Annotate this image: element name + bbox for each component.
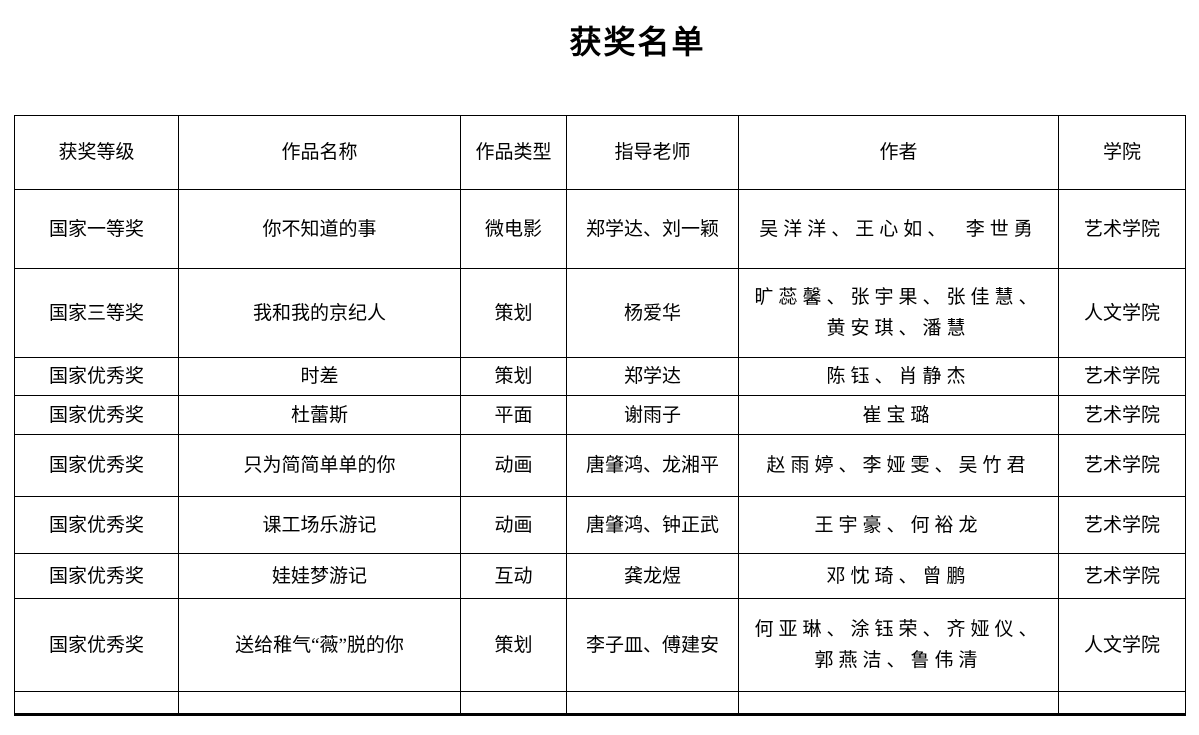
awards-table: 获奖等级 作品名称 作品类型 指导老师 作者 学院 国家一等奖 你不知道的事 微… — [14, 115, 1186, 716]
table-row-empty — [14, 691, 1186, 715]
cell-work-title: 我和我的京纪人 — [178, 268, 461, 358]
cell-work-title: 时差 — [178, 357, 461, 396]
header-award-level: 获奖等级 — [14, 115, 179, 190]
cell-authors: 王宇豪、何裕龙 — [738, 496, 1059, 554]
cell-teacher: 唐肇鸿、龙湘平 — [566, 434, 739, 497]
cell-work-type: 平面 — [460, 395, 567, 435]
cell-work-type: 动画 — [460, 434, 567, 497]
cell-work-type: 微电影 — [460, 189, 567, 269]
cell-authors: 陈钰、肖静杰 — [738, 357, 1059, 396]
header-work-type: 作品类型 — [460, 115, 567, 190]
header-authors: 作者 — [738, 115, 1059, 190]
cell-work-title: 你不知道的事 — [178, 189, 461, 269]
cell-work-title: 杜蕾斯 — [178, 395, 461, 435]
cell-authors — [738, 691, 1059, 715]
table-row: 国家优秀奖 时差 策划 郑学达 陈钰、肖静杰 艺术学院 — [14, 357, 1186, 396]
cell-teacher — [566, 691, 739, 715]
cell-work-title: 送给稚气“薇”脱的你 — [178, 598, 461, 692]
cell-college: 艺术学院 — [1058, 395, 1186, 435]
table-row: 国家三等奖 我和我的京纪人 策划 杨爱华 旷蕊馨、张宇果、张佳慧、黄安琪、潘慧 … — [14, 268, 1186, 358]
cell-college: 艺术学院 — [1058, 496, 1186, 554]
table-row: 国家优秀奖 杜蕾斯 平面 谢雨子 崔宝璐 艺术学院 — [14, 395, 1186, 435]
table-row: 国家优秀奖 娃娃梦游记 互动 龚龙煜 邓忱琦、曾鹏 艺术学院 — [14, 553, 1186, 599]
cell-work-type: 策划 — [460, 357, 567, 396]
page-title: 获奖名单 — [569, 24, 706, 60]
header-college: 学院 — [1058, 115, 1186, 190]
cell-authors: 邓忱琦、曾鹏 — [738, 553, 1059, 599]
cell-teacher: 龚龙煜 — [566, 553, 739, 599]
cell-college: 艺术学院 — [1058, 434, 1186, 497]
cell-work-title: 娃娃梦游记 — [178, 553, 461, 599]
cell-work-type — [460, 691, 567, 715]
cell-college: 艺术学院 — [1058, 553, 1186, 599]
cell-award-level: 国家优秀奖 — [14, 357, 179, 396]
cell-authors: 赵雨婷、李娅雯、吴竹君 — [738, 434, 1059, 497]
cell-authors: 崔宝璐 — [738, 395, 1059, 435]
cell-teacher: 唐肇鸿、钟正武 — [566, 496, 739, 554]
cell-teacher: 郑学达、刘一颖 — [566, 189, 739, 269]
cell-award-level — [14, 691, 179, 715]
header-work-title: 作品名称 — [178, 115, 461, 190]
cell-award-level: 国家一等奖 — [14, 189, 179, 269]
table-row: 国家一等奖 你不知道的事 微电影 郑学达、刘一颖 吴洋洋、王心如、 李世勇 艺术… — [14, 189, 1186, 269]
cell-work-type: 互动 — [460, 553, 567, 599]
cell-teacher: 李子皿、傅建安 — [566, 598, 739, 692]
cell-work-type: 策划 — [460, 598, 567, 692]
cell-award-level: 国家优秀奖 — [14, 496, 179, 554]
cell-work-title — [178, 691, 461, 715]
table-row: 国家优秀奖 送给稚气“薇”脱的你 策划 李子皿、傅建安 何亚琳、涂钰荣、齐娅仪、… — [14, 598, 1186, 692]
cell-college: 艺术学院 — [1058, 357, 1186, 396]
cell-authors: 吴洋洋、王心如、 李世勇 — [738, 189, 1059, 269]
cell-work-type: 动画 — [460, 496, 567, 554]
cell-college: 人文学院 — [1058, 268, 1186, 358]
cell-award-level: 国家优秀奖 — [14, 395, 179, 435]
cell-award-level: 国家优秀奖 — [14, 598, 179, 692]
cell-authors: 旷蕊馨、张宇果、张佳慧、黄安琪、潘慧 — [738, 268, 1059, 358]
cell-work-title: 课工场乐游记 — [178, 496, 461, 554]
cell-award-level: 国家优秀奖 — [14, 553, 179, 599]
header-teacher: 指导老师 — [566, 115, 739, 190]
table-row: 国家优秀奖 只为简简单单的你 动画 唐肇鸿、龙湘平 赵雨婷、李娅雯、吴竹君 艺术… — [14, 434, 1186, 497]
cell-work-type: 策划 — [460, 268, 567, 358]
cell-college: 人文学院 — [1058, 598, 1186, 692]
cell-teacher: 谢雨子 — [566, 395, 739, 435]
cell-college — [1058, 691, 1186, 715]
cell-authors: 何亚琳、涂钰荣、齐娅仪、郭燕洁、鲁伟清 — [738, 598, 1059, 692]
cell-teacher: 杨爱华 — [566, 268, 739, 358]
cell-award-level: 国家三等奖 — [14, 268, 179, 358]
cell-work-title: 只为简简单单的你 — [178, 434, 461, 497]
cell-teacher: 郑学达 — [566, 357, 739, 396]
table-row: 国家优秀奖 课工场乐游记 动画 唐肇鸿、钟正武 王宇豪、何裕龙 艺术学院 — [14, 496, 1186, 554]
cell-award-level: 国家优秀奖 — [14, 434, 179, 497]
cell-college: 艺术学院 — [1058, 189, 1186, 269]
table-header-row: 获奖等级 作品名称 作品类型 指导老师 作者 学院 — [14, 115, 1186, 190]
